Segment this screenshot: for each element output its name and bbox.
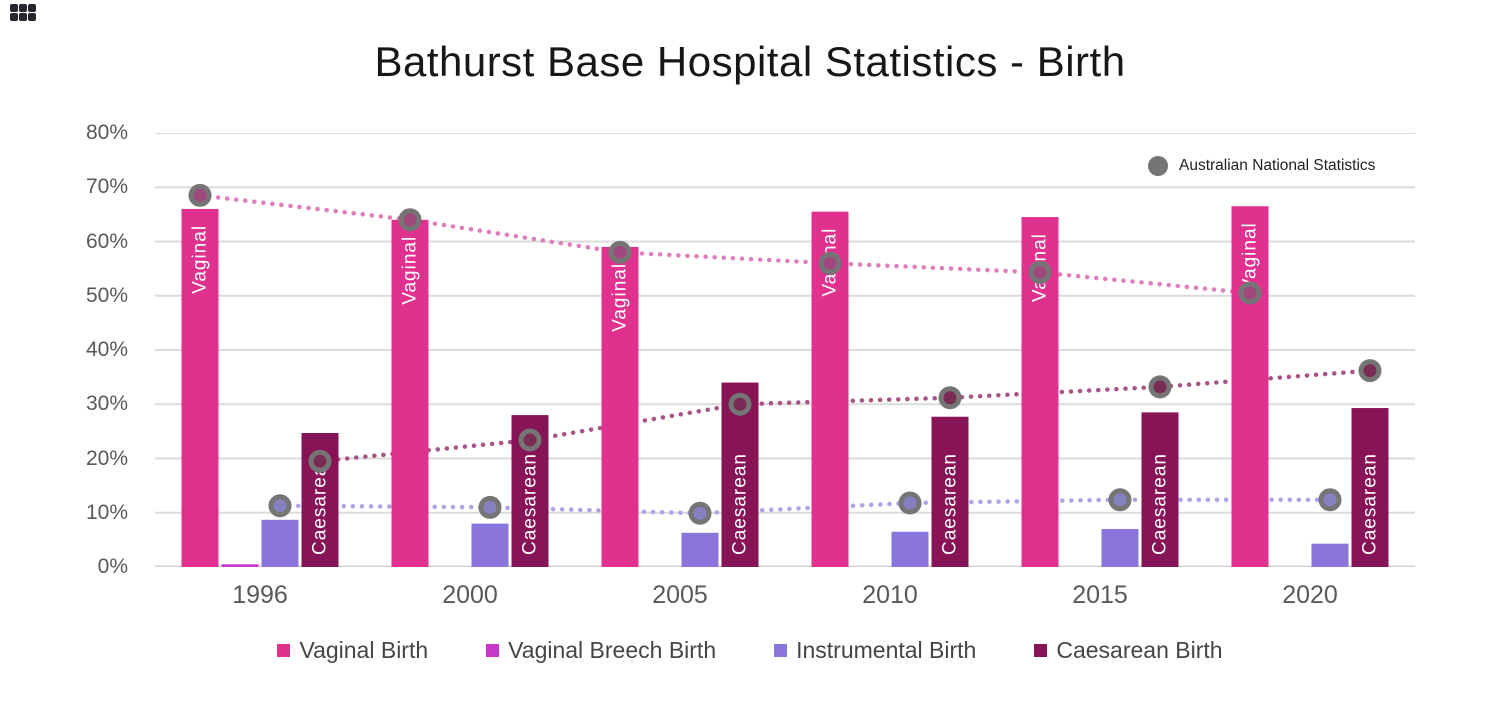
y-axis-tick-label: 0%	[97, 555, 128, 578]
legend-swatch-breech	[486, 644, 500, 657]
x-axis-year-label: 1996	[232, 581, 288, 609]
national-marker-vaginal	[818, 251, 842, 275]
national-marker-vaginal	[1028, 260, 1052, 284]
national-statistics-label: Australian National Statistics	[1179, 157, 1376, 174]
bar-vaginal	[601, 246, 639, 568]
series-legend: Vaginal Birth Vaginal Breech Birth Instrum…	[0, 637, 1500, 664]
y-axis-tick-label: 60%	[85, 229, 128, 253]
legend-label-breech: Vaginal Breech Birth	[508, 637, 717, 663]
national-marker-instrumental	[1318, 488, 1342, 512]
bar-vaginal	[391, 219, 429, 568]
corner-dots-icon	[10, 4, 40, 26]
bar-vaginal	[181, 208, 219, 567]
bar-instrumental	[891, 531, 929, 567]
bar-instrumental	[1311, 543, 1349, 567]
x-axis-year-label: 2020	[1282, 581, 1338, 609]
national-marker-caesarean	[728, 392, 752, 416]
corner-dot	[28, 13, 36, 21]
national-marker-caesarean	[1358, 359, 1382, 383]
x-axis-year-label: 2015	[1072, 581, 1128, 609]
x-axis-year-label: 2005	[652, 581, 708, 609]
x-axis-year-label: 2000	[442, 581, 498, 609]
legend-swatch-instrumental	[774, 644, 788, 657]
bar-instrumental	[1101, 529, 1139, 567]
corner-dot	[28, 4, 36, 12]
bar-caesarean	[1351, 408, 1389, 567]
chart-title: Bathurst Base Hospital Statistics - Birt…	[374, 38, 1126, 85]
national-marker-caesarean	[308, 449, 332, 473]
national-marker-vaginal	[188, 183, 212, 207]
bar-label-caesarean: Caesarean	[520, 453, 541, 555]
bar-caesarean	[1141, 412, 1179, 567]
bar-label-caesarean: Caesarean	[940, 453, 961, 555]
corner-dot	[10, 4, 18, 12]
national-marker-vaginal	[398, 208, 422, 232]
bar-label-vaginal: Vaginal	[400, 236, 421, 305]
x-axis-year-label: 2010	[862, 581, 918, 609]
national-marker-vaginal	[608, 240, 632, 264]
national-marker-instrumental	[1108, 488, 1132, 512]
bar-label-caesarean: Caesarean	[1360, 453, 1381, 555]
legend-swatch-caesarean	[1034, 644, 1048, 657]
national-marker-instrumental	[688, 501, 712, 525]
national-statistics-legend: Australian National Statistics	[1148, 156, 1375, 176]
bar-label-vaginal: Vaginal	[610, 263, 631, 332]
national-marker-caesarean	[518, 428, 542, 452]
legend-swatch-vaginal	[277, 644, 291, 657]
legend-item-instrumental: Instrumental Birth	[774, 637, 976, 664]
legend-item-caesarean: Caesarean Birth	[1034, 637, 1223, 664]
legend-label-instrumental: Instrumental Birth	[796, 637, 977, 663]
bar-label-vaginal: Vaginal	[1240, 222, 1261, 291]
y-axis-tick-label: 50%	[85, 283, 128, 307]
bar-label-caesarean: Caesarean	[730, 453, 751, 555]
y-axis-tick-label: 30%	[85, 392, 128, 416]
y-axis-tick-label: 80%	[85, 121, 128, 144]
legend-label-caesarean: Caesarean Birth	[1056, 637, 1223, 663]
national-marker-instrumental	[478, 495, 502, 519]
legend-item-vaginal: Vaginal Birth	[277, 637, 428, 664]
bar-label-vaginal: Vaginal	[190, 225, 211, 294]
plot-svg: VaginalVaginalVaginalVaginalVaginalVagin…	[155, 132, 1415, 569]
national-line-vaginal	[197, 193, 1253, 296]
bar-vaginal	[1231, 206, 1269, 568]
bar-label-caesarean: Caesarean	[1150, 453, 1171, 555]
national-marker-instrumental	[898, 491, 922, 515]
y-axis-tick-label: 40%	[85, 338, 128, 361]
y-axis-tick-label: 10%	[85, 500, 128, 524]
legend-label-vaginal: Vaginal Birth	[299, 637, 429, 663]
y-axis-tick-label: 20%	[85, 446, 128, 470]
bar-breech	[221, 564, 259, 567]
corner-dot	[19, 4, 27, 12]
bar-instrumental	[261, 519, 299, 567]
plot-area: VaginalVaginalVaginalVaginalVaginalVagin…	[155, 132, 1415, 569]
national-marker-caesarean	[1148, 375, 1172, 399]
national-statistics-dot-icon	[1148, 156, 1168, 176]
national-marker-vaginal	[1238, 281, 1262, 305]
national-marker-caesarean	[938, 386, 962, 410]
y-axis-tick-label: 70%	[85, 175, 128, 199]
corner-dot	[10, 13, 18, 21]
legend-item-breech: Vaginal Breech Birth	[486, 637, 716, 664]
bar-caesarean	[931, 416, 969, 567]
bar-label-caesarean: Caesarean	[310, 453, 331, 555]
corner-dot	[19, 13, 27, 21]
national-marker-instrumental	[268, 494, 292, 518]
bar-instrumental	[681, 532, 719, 567]
bar-instrumental	[471, 523, 509, 567]
